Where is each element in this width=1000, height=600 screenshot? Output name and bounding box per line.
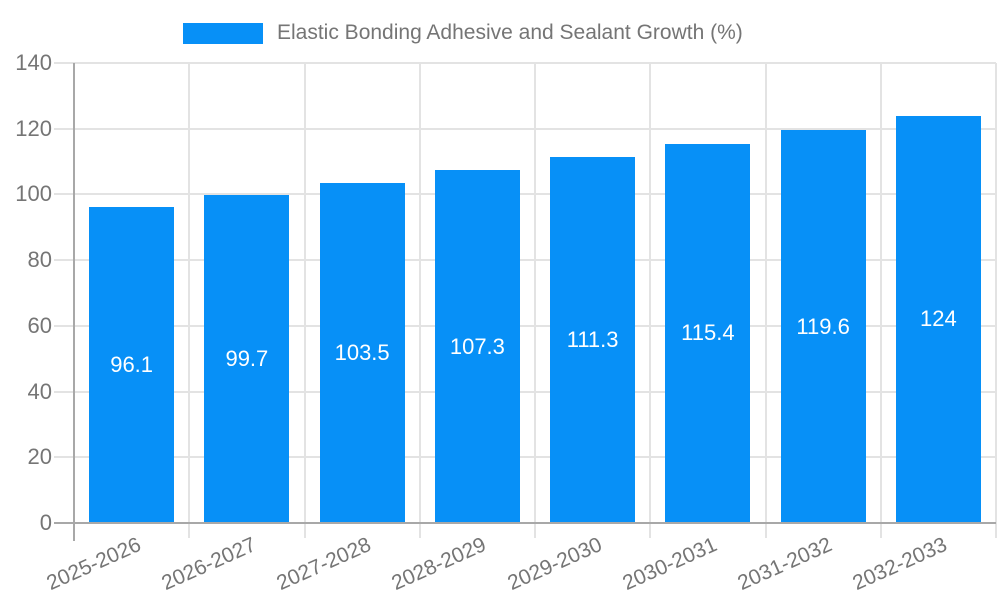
y-tick-label: 140	[15, 50, 52, 75]
y-tick-label: 60	[27, 312, 52, 338]
y-tick-mark	[54, 390, 74, 393]
y-tick-label: 120	[15, 115, 52, 141]
x-tick-mark	[649, 523, 652, 538]
x-tick-mark	[764, 523, 767, 538]
x-tick-mark	[303, 523, 306, 538]
x-axis-line	[54, 522, 996, 524]
bar	[550, 157, 636, 522]
x-tick-mark	[534, 523, 536, 538]
bar	[434, 170, 520, 522]
y-axis-line	[73, 63, 75, 541]
y-tick-label: 20	[27, 444, 52, 470]
bar-value-label: 124	[920, 306, 957, 332]
y-tick-mark	[54, 127, 74, 130]
x-tick-mark	[879, 523, 882, 538]
y-tick-label: 80	[27, 247, 52, 273]
x-tick-mark	[188, 523, 191, 538]
bar	[89, 207, 175, 522]
bar	[780, 130, 866, 522]
bar	[895, 115, 981, 522]
v-gridline	[995, 63, 997, 523]
legend-swatch	[183, 22, 263, 44]
bar-value-label: 119.6	[796, 313, 850, 339]
y-tick-label: 0	[39, 510, 52, 535]
v-gridline	[649, 63, 652, 523]
bar-value-label: 115.4	[681, 320, 735, 346]
bar-value-label: 107.3	[449, 333, 505, 359]
bar	[319, 182, 405, 522]
v-gridline	[879, 63, 882, 523]
bar	[665, 143, 751, 522]
y-tick-mark	[54, 193, 74, 196]
y-tick-mark	[54, 259, 74, 262]
y-tick-mark	[54, 62, 74, 64]
v-gridline	[188, 63, 191, 523]
legend-label: Elastic Bonding Adhesive and Sealant Gro…	[277, 21, 743, 44]
y-tick-label: 100	[15, 181, 52, 207]
y-tick-label: 40	[27, 378, 52, 404]
y-tick-mark	[54, 324, 74, 327]
v-gridline	[303, 63, 306, 523]
v-gridline	[764, 63, 767, 523]
v-gridline	[534, 63, 536, 523]
x-tick-mark	[995, 523, 997, 538]
bar-value-label: 103.5	[334, 339, 390, 365]
bar	[204, 195, 290, 522]
x-tick-mark	[418, 523, 421, 538]
v-gridline	[418, 63, 421, 523]
bar-value-label: 99.7	[225, 346, 269, 372]
legend-item[interactable]: Elastic Bonding Adhesive and Sealant Gro…	[183, 22, 743, 44]
y-tick-mark	[54, 456, 74, 459]
bar-value-label: 96.1	[110, 352, 154, 378]
bar-value-label: 111.3	[566, 327, 619, 353]
